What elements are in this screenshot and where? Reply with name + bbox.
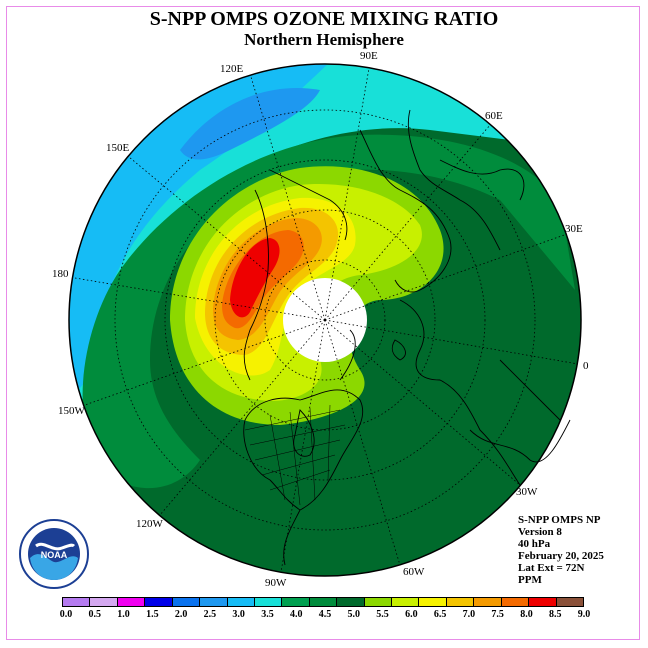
coastlines <box>243 109 571 566</box>
lon-label-150w: 150W <box>58 405 85 417</box>
colorbar-tick-label: 5.5 <box>376 609 389 620</box>
colorbar-swatch <box>253 598 282 606</box>
colorbar-tick-label: 8.0 <box>520 609 533 620</box>
colorbar-tick-label: 0.0 <box>59 609 73 620</box>
colorbar-swatch <box>144 598 172 606</box>
latitude-extent: Lat Ext = 72N <box>518 562 585 574</box>
colorbar-swatch <box>116 598 145 606</box>
observation-date: February 20, 2025 <box>518 550 604 562</box>
colorbar-tick-label: 5.0 <box>347 609 361 620</box>
logo-text: NOAA <box>41 550 68 560</box>
colorbar-swatch <box>63 598 90 606</box>
colorbar-swatch <box>363 598 392 606</box>
colorbar-swatch <box>391 598 419 606</box>
lon-label-120w: 120W <box>136 518 163 530</box>
colorbar-tick-label: 0.5 <box>88 609 102 620</box>
lon-label-150e: 150E <box>106 142 130 154</box>
colorbar-tick-label: 1.5 <box>146 609 159 620</box>
colorbar-tick-label: 8.5 <box>548 609 562 620</box>
lon-label-30e: 30E <box>565 223 583 235</box>
noaa-logo: NOAA <box>19 519 89 589</box>
colorbar-tick-label: 2.5 <box>203 609 217 620</box>
lon-label-180: 180 <box>52 268 69 280</box>
colorbar-swatch <box>89 598 117 606</box>
colorbar-tick-label: 2.0 <box>174 609 188 620</box>
map-subtitle: Northern Hemisphere <box>244 30 404 49</box>
lon-label-90w: 90W <box>265 577 287 589</box>
lon-label-60e: 60E <box>485 110 503 122</box>
map-title: S-NPP OMPS OZONE MIXING RATIO <box>149 8 499 30</box>
colorbar-tick-label: 3.0 <box>232 609 245 620</box>
ozone-region-8-5 <box>230 238 280 318</box>
state-borders <box>244 404 346 506</box>
colorbar-swatch <box>281 598 309 606</box>
colorbar-tick-label: 4.0 <box>289 609 303 620</box>
colorbar-swatch <box>336 598 364 606</box>
colorbar-tick-label: 6.5 <box>433 609 447 620</box>
lon-label-60w: 60W <box>403 566 425 578</box>
colorbar-tick-label: 1.0 <box>117 609 130 620</box>
colorbar <box>62 597 584 607</box>
colorbar-swatch <box>528 598 556 606</box>
colorbar-tick-label: 6.0 <box>405 609 418 620</box>
lon-label-30w: 30W <box>516 486 538 498</box>
colorbar-tick-label: 7.0 <box>462 609 476 620</box>
colorbar-ticks: 0.0 0.5 1.0 1.5 2.0 2.5 3.0 3.5 4.0 4.5 5.0 5.5 6.0 6… <box>0 609 648 623</box>
colorbar-swatch <box>418 598 446 606</box>
colorbar-tick-label: 7.5 <box>491 609 504 620</box>
lon-label-120e: 120E <box>220 63 244 75</box>
product-name: S-NPP OMPS NP <box>518 514 601 526</box>
graticule <box>74 67 579 573</box>
colorbar-swatch <box>473 598 501 606</box>
colorbar-swatch <box>500 598 529 606</box>
lon-label-90e: 90E <box>360 50 378 62</box>
colorbar-tick-label: 9.0 <box>577 609 591 620</box>
colorbar-swatch <box>445 598 474 606</box>
lon-label-0: 0 <box>583 360 589 372</box>
pressure-level: 40 hPa <box>518 538 551 550</box>
units: PPM <box>518 574 542 586</box>
figure-frame <box>6 6 640 640</box>
colorbar-swatch <box>226 598 254 606</box>
colorbar-swatch <box>171 598 200 606</box>
product-version: Version 8 <box>518 526 562 538</box>
colorbar-swatch <box>308 598 337 606</box>
colorbar-tick-label: 3.5 <box>261 609 274 620</box>
colorbar-tick-label: 4.5 <box>318 609 332 620</box>
colorbar-swatch <box>555 598 584 606</box>
map-boundary <box>68 63 582 577</box>
product-info: S-NPP OMPS NP Version 8 40 hPa February … <box>518 514 604 586</box>
colorbar-swatch <box>199 598 227 606</box>
